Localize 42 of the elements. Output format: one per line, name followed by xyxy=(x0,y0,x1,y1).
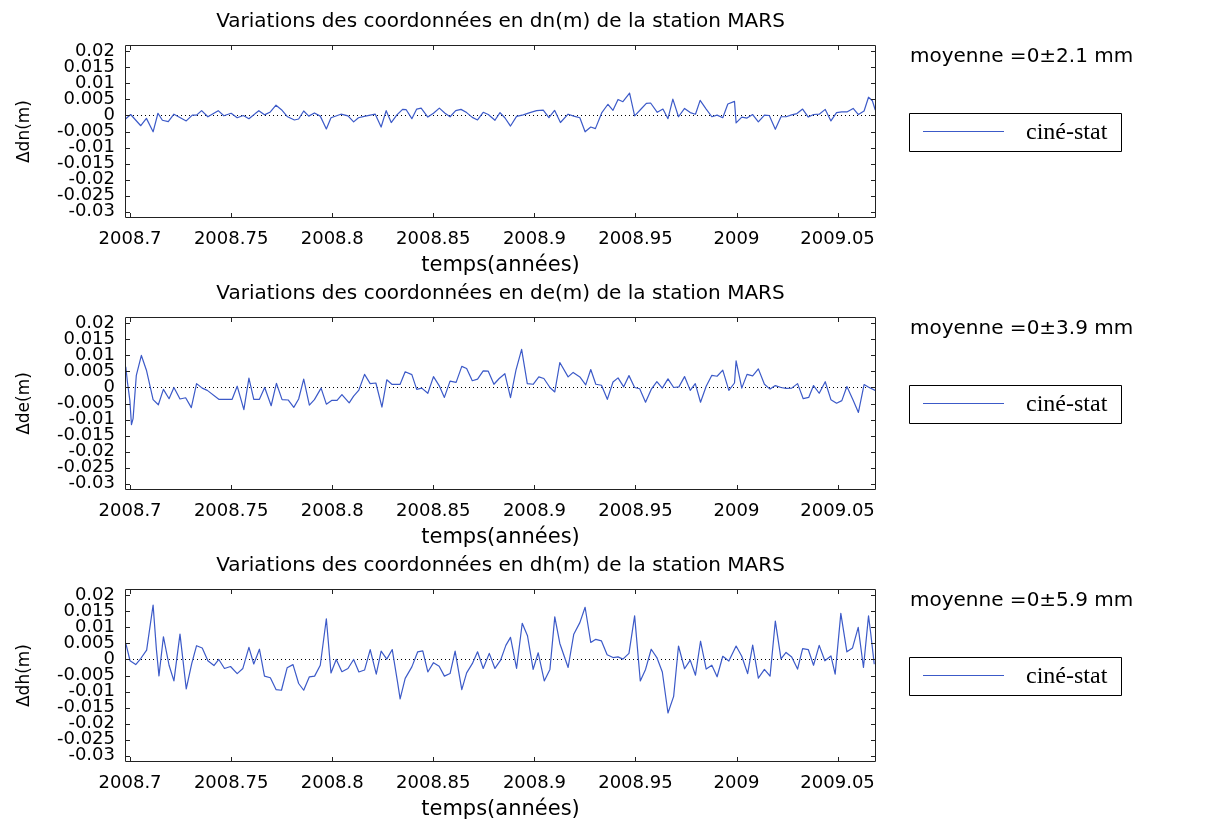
x-tick-label: 2008.9 xyxy=(502,227,566,249)
x-tick-label: 2008.95 xyxy=(598,771,673,793)
chart-title: Variations des coordonnées en dn(m) de la station MARS xyxy=(216,8,785,33)
x-tick-label: 2008.85 xyxy=(396,499,471,521)
x-tick-label: 2008.7 xyxy=(98,771,162,793)
chart-title: Variations des coordonnées en de(m) de la station MARS xyxy=(216,280,785,305)
legend-label: ciné-stat xyxy=(1026,661,1108,688)
x-tick-label: 2009.05 xyxy=(800,771,875,793)
x-axis-title: temps(années) xyxy=(421,795,580,820)
x-tick-label: 2008.75 xyxy=(193,227,269,249)
y-axis-title: Δde(m) xyxy=(12,372,33,435)
legend-label: ciné-stat xyxy=(1026,117,1108,144)
x-tick-label: 2008.9 xyxy=(502,499,566,521)
chart-title: Variations des coordonnées en dh(m) de la station MARS xyxy=(216,552,785,577)
y-tick-label: -0.03 xyxy=(68,471,115,493)
x-tick-label: 2008.8 xyxy=(300,499,364,521)
x-tick-label: 2008.85 xyxy=(396,227,471,249)
text: moyenne =0±2.1 mm xyxy=(910,43,1134,68)
x-tick-label: 2009.05 xyxy=(800,227,875,249)
x-tick-label: 2009 xyxy=(713,499,760,521)
x-tick-label: 2008.75 xyxy=(193,499,269,521)
y-axis-title: Δdn(m) xyxy=(12,99,33,164)
x-tick-label: 2009 xyxy=(713,227,760,249)
text: moyenne =0±5.9 mm xyxy=(910,587,1134,612)
text: moyenne =0±3.9 mm xyxy=(910,315,1134,340)
x-axis-title: temps(années) xyxy=(421,523,580,548)
y-tick-label: -0.03 xyxy=(68,199,115,221)
x-tick-label: 2008.95 xyxy=(598,499,673,521)
x-tick-label: 2008.7 xyxy=(98,499,162,521)
x-tick-label: 2008.8 xyxy=(300,771,364,793)
x-tick-label: 2008.95 xyxy=(598,227,673,249)
x-tick-label: 2008.9 xyxy=(502,771,566,793)
x-axis-title: temps(années) xyxy=(421,251,580,276)
x-tick-label: 2009 xyxy=(713,771,760,793)
x-tick-label: 2008.85 xyxy=(396,771,471,793)
y-tick-label: -0.03 xyxy=(68,743,115,765)
x-tick-label: 2008.8 xyxy=(300,227,364,249)
x-tick-label: 2009.05 xyxy=(800,499,875,521)
y-axis-title: Δdh(m) xyxy=(12,643,33,708)
x-tick-label: 2008.7 xyxy=(98,227,162,249)
x-tick-label: 2008.75 xyxy=(193,771,269,793)
legend-label: ciné-stat xyxy=(1026,389,1108,416)
